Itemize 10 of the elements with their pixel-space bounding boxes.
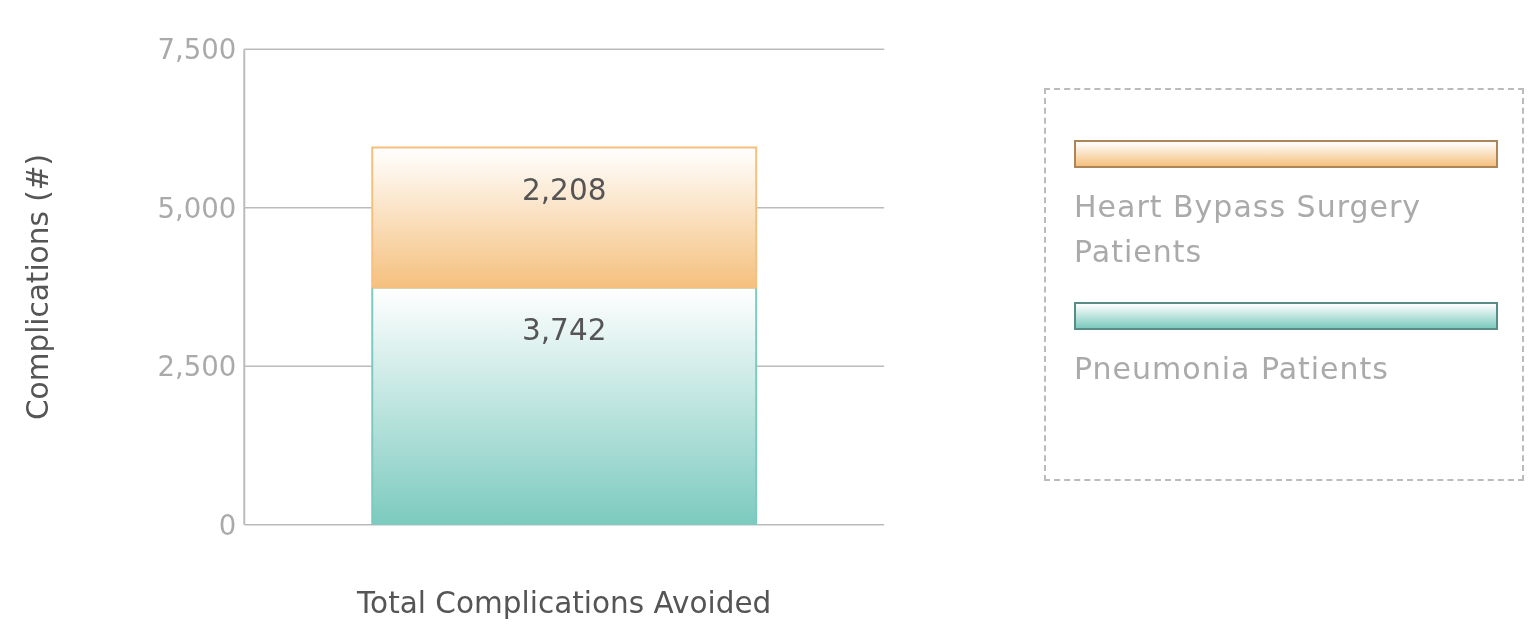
x-tick-label: Total Complications Avoided	[356, 585, 772, 620]
y-tick-label: 5,000	[157, 191, 237, 224]
y-tick-label: 7,500	[157, 33, 237, 66]
data-label: 3,742	[521, 313, 607, 348]
data-label: 2,208	[521, 173, 607, 208]
y-tick-label: 2,500	[157, 350, 237, 383]
text: Heart Bypass Surgery Patients	[1074, 188, 1423, 271]
text: Pneumonia Patients	[1074, 350, 1390, 388]
y-tick-label: 0	[218, 508, 237, 541]
y-axis-title: Complications (#)	[21, 154, 56, 421]
